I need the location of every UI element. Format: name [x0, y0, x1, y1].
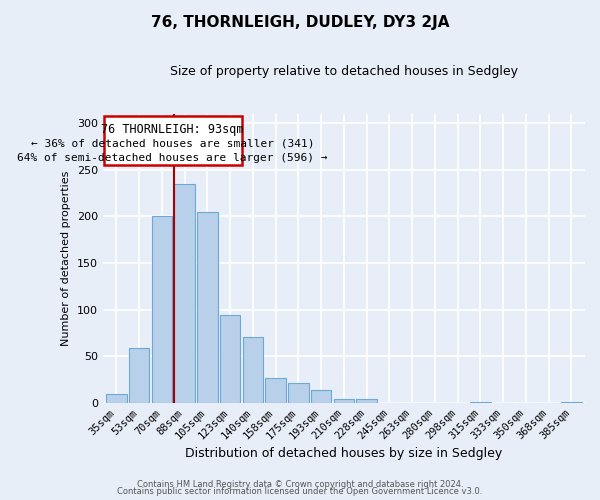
X-axis label: Distribution of detached houses by size in Sedgley: Distribution of detached houses by size … — [185, 447, 503, 460]
Bar — [129, 348, 149, 403]
Bar — [220, 316, 241, 403]
Text: Contains public sector information licensed under the Open Government Licence v3: Contains public sector information licen… — [118, 487, 482, 496]
Text: 64% of semi-detached houses are larger (596) →: 64% of semi-detached houses are larger (… — [17, 153, 328, 163]
Title: Size of property relative to detached houses in Sedgley: Size of property relative to detached ho… — [170, 65, 518, 78]
Bar — [242, 337, 263, 403]
Bar — [311, 390, 331, 403]
Y-axis label: Number of detached properties: Number of detached properties — [61, 171, 71, 346]
Bar — [470, 402, 491, 403]
Bar — [175, 184, 195, 403]
Text: 76 THORNLEIGH: 93sqm: 76 THORNLEIGH: 93sqm — [101, 123, 244, 136]
Text: ← 36% of detached houses are smaller (341): ← 36% of detached houses are smaller (34… — [31, 138, 314, 148]
Bar — [334, 400, 354, 403]
Bar — [288, 384, 308, 403]
Bar — [197, 212, 218, 403]
Text: Contains HM Land Registry data © Crown copyright and database right 2024.: Contains HM Land Registry data © Crown c… — [137, 480, 463, 489]
Text: 76, THORNLEIGH, DUDLEY, DY3 2JA: 76, THORNLEIGH, DUDLEY, DY3 2JA — [151, 15, 449, 30]
Bar — [152, 216, 172, 403]
Bar — [356, 400, 377, 403]
Bar — [106, 394, 127, 403]
FancyBboxPatch shape — [104, 116, 242, 165]
Bar — [561, 402, 581, 403]
Bar — [265, 378, 286, 403]
